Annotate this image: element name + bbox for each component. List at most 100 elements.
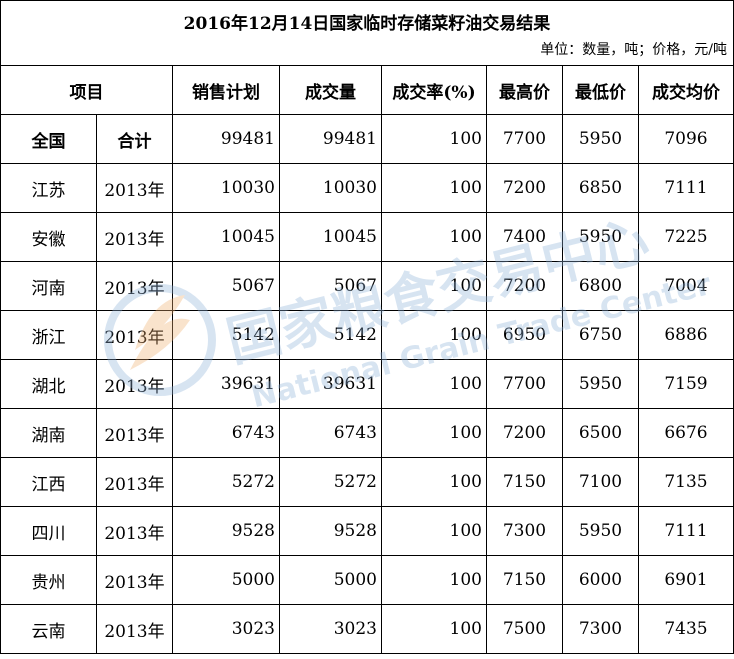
year-cell: 2013年 [96,359,173,409]
header-max: 最高价 [486,65,563,115]
avg-price-cell: 6676 [638,408,734,458]
province-cell: 云南 [0,604,97,654]
year-cell: 2013年 [96,163,173,213]
volume-cell: 5000 [279,555,382,605]
max-price-cell: 7200 [486,163,563,213]
header-rate: 成交率(%) [381,65,487,115]
year-cell: 2013年 [96,604,173,654]
max-price-cell: 7200 [486,408,563,458]
min-price-cell: 5950 [562,359,639,409]
year-cell: 2013年 [96,506,173,556]
plan-cell: 5000 [172,555,280,605]
max-price-cell: 7400 [486,212,563,262]
max-price-cell: 6950 [486,310,563,360]
avg-price-cell: 7135 [638,457,734,507]
max-price-cell: 7300 [486,506,563,556]
plan-cell: 6743 [172,408,280,458]
min-price-cell: 6750 [562,310,639,360]
avg-price-cell: 7435 [638,604,734,654]
plan-cell: 5272 [172,457,280,507]
rate-cell: 100 [381,163,487,213]
rate-cell: 100 [381,506,487,556]
max-price-cell: 7150 [486,457,563,507]
max-price-cell: 7150 [486,555,563,605]
table-row: 河南 2013年 5067 5067 100 7200 6800 7004 [0,261,734,311]
table-row: 湖北 2013年 39631 39631 100 7700 5950 7159 [0,359,734,409]
volume-cell: 6743 [279,408,382,458]
table-row: 安徽 2013年 10045 10045 100 7400 5950 7225 [0,212,734,262]
min-price-cell: 5950 [562,212,639,262]
rate-cell: 100 [381,261,487,311]
rate-cell: 100 [381,114,487,164]
rate-cell: 100 [381,212,487,262]
plan-cell: 5142 [172,310,280,360]
province-cell: 贵州 [0,555,97,605]
header-min: 最低价 [562,65,639,115]
avg-price-cell: 7111 [638,163,734,213]
max-price-cell: 7200 [486,261,563,311]
avg-price-cell: 7225 [638,212,734,262]
volume-cell: 10045 [279,212,382,262]
province-cell: 四川 [0,506,97,556]
year-cell: 2013年 [96,457,173,507]
province-cell: 河南 [0,261,97,311]
avg-price-cell: 6901 [638,555,734,605]
province-cell: 江苏 [0,163,97,213]
table-row: 湖南 2013年 6743 6743 100 7200 6500 6676 [0,408,734,458]
volume-cell: 5272 [279,457,382,507]
max-price-cell: 7700 [486,359,563,409]
rate-cell: 100 [381,359,487,409]
year-cell: 2013年 [96,408,173,458]
volume-cell: 39631 [279,359,382,409]
province-cell: 湖北 [0,359,97,409]
header-plan: 销售计划 [172,65,280,115]
header-volume: 成交量 [279,65,382,115]
table-row: 四川 2013年 9528 9528 100 7300 5950 7111 [0,506,734,556]
avg-price-cell: 7096 [638,114,734,164]
max-price-cell: 7500 [486,604,563,654]
table-row: 江西 2013年 5272 5272 100 7150 7100 7135 [0,457,734,507]
year-cell: 2013年 [96,212,173,262]
rate-cell: 100 [381,457,487,507]
avg-price-cell: 7111 [638,506,734,556]
province-cell: 浙江 [0,310,97,360]
avg-price-cell: 7004 [638,261,734,311]
table-row: 贵州 2013年 5000 5000 100 7150 6000 6901 [0,555,734,605]
volume-cell: 5142 [279,310,382,360]
min-price-cell: 6800 [562,261,639,311]
header-item: 项目 [0,65,173,115]
table-row: 江苏 2013年 10030 10030 100 7200 6850 7111 [0,163,734,213]
min-price-cell: 5950 [562,114,639,164]
title-cell: 2016年12月14日国家临时存储菜籽油交易结果 单位：数量，吨；价格，元/吨 [0,0,734,66]
header-avg: 成交均价 [638,65,734,115]
plan-cell: 10030 [172,163,280,213]
plan-cell: 9528 [172,506,280,556]
min-price-cell: 6850 [562,163,639,213]
avg-price-cell: 6886 [638,310,734,360]
province-cell: 江西 [0,457,97,507]
min-price-cell: 7300 [562,604,639,654]
year-cell: 2013年 [96,310,173,360]
rate-cell: 100 [381,604,487,654]
unit-note: 单位：数量，吨；价格，元/吨 [540,42,727,58]
volume-cell: 99481 [279,114,382,164]
volume-cell: 10030 [279,163,382,213]
rate-cell: 100 [381,555,487,605]
plan-cell: 3023 [172,604,280,654]
rate-cell: 100 [381,408,487,458]
table-row: 浙江 2013年 5142 5142 100 6950 6750 6886 [0,310,734,360]
volume-cell: 3023 [279,604,382,654]
table-row: 全国 合计 99481 99481 100 7700 5950 7096 [0,114,734,164]
plan-cell: 10045 [172,212,280,262]
plan-cell: 99481 [172,114,280,164]
min-price-cell: 6500 [562,408,639,458]
year-cell: 合计 [96,114,173,164]
header-row: 项目 销售计划 成交量 成交率(%) 最高价 最低价 成交均价 [0,65,734,115]
year-cell: 2013年 [96,555,173,605]
table-title: 2016年12月14日国家临时存储菜籽油交易结果 [183,14,551,34]
plan-cell: 5067 [172,261,280,311]
min-price-cell: 5950 [562,506,639,556]
province-cell: 湖南 [0,408,97,458]
max-price-cell: 7700 [486,114,563,164]
